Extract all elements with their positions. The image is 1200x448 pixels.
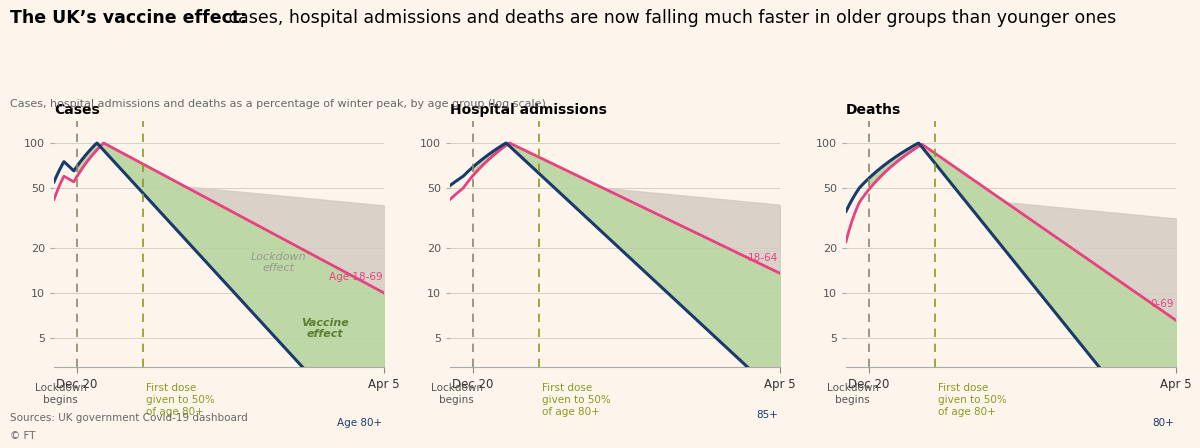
Text: © FT: © FT	[10, 431, 35, 441]
Text: Lockdown
begins: Lockdown begins	[431, 383, 482, 405]
Text: Deaths: Deaths	[846, 103, 901, 117]
Text: Sources: UK government Covid-19 dashboard: Sources: UK government Covid-19 dashboar…	[10, 414, 247, 423]
Text: Age 80+: Age 80+	[337, 418, 383, 428]
Text: cases, hospital admissions and deaths are now falling much faster in older group: cases, hospital admissions and deaths ar…	[223, 9, 1116, 27]
Text: First dose
given to 50%
of age 80+: First dose given to 50% of age 80+	[542, 383, 611, 417]
Text: 85+: 85+	[756, 410, 779, 420]
Text: Cases, hospital admissions and deaths as a percentage of winter peak, by age gro: Cases, hospital admissions and deaths as…	[10, 99, 546, 108]
Text: 0-69: 0-69	[1151, 300, 1175, 310]
Text: Cases: Cases	[54, 103, 100, 117]
Text: Lockdown
begins: Lockdown begins	[35, 383, 86, 405]
Text: Lockdown
effect: Lockdown effect	[251, 252, 306, 273]
Text: Vaccine
effect: Vaccine effect	[301, 318, 348, 340]
Text: Lockdown
begins: Lockdown begins	[827, 383, 878, 405]
Text: First dose
given to 50%
of age 80+: First dose given to 50% of age 80+	[938, 383, 1007, 417]
Text: 80+: 80+	[1152, 418, 1175, 428]
Text: 18-64: 18-64	[748, 253, 779, 263]
Text: The UK’s vaccine effect:: The UK’s vaccine effect:	[10, 9, 247, 27]
Text: Hospital admissions: Hospital admissions	[450, 103, 607, 117]
Text: First dose
given to 50%
of age 80+: First dose given to 50% of age 80+	[146, 383, 215, 417]
Text: Age 18-69: Age 18-69	[329, 272, 383, 282]
